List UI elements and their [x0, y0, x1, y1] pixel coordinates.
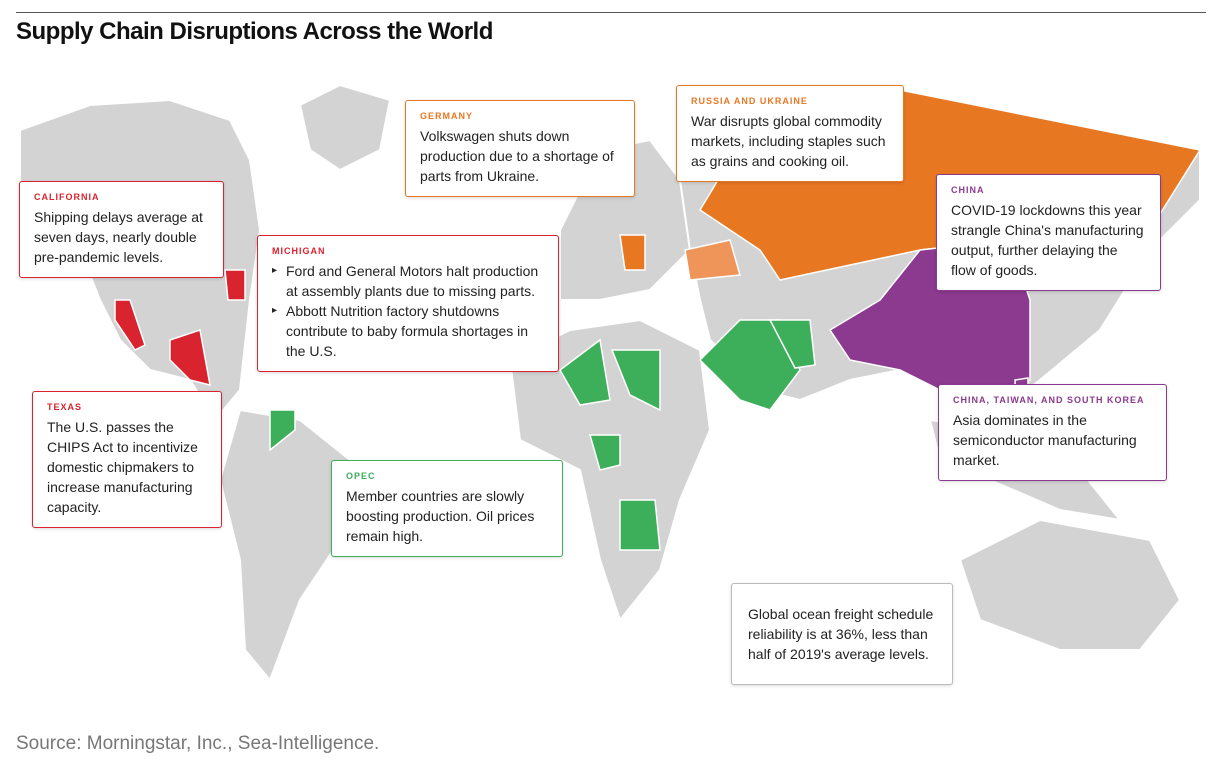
- callout: CHINA, TAIWAN, AND SOUTH KOREA Asia domin…: [938, 384, 1167, 481]
- callout-bullet: Abbott Nutrition factory shutdowns contr…: [272, 301, 544, 361]
- callout-text: Member countries are slowly boosting pro…: [346, 488, 535, 544]
- iran: [768, 319, 816, 369]
- nigeria: [589, 434, 621, 471]
- title: Supply Chain Disruptions Across the Worl…: [16, 18, 493, 45]
- callout-label: MICHIGAN: [272, 246, 326, 256]
- callout-text: Shipping delays average at seven days, n…: [34, 209, 203, 265]
- south-america: [218, 408, 352, 682]
- callout-label: GERMANY: [420, 111, 474, 121]
- gabon: [619, 499, 661, 551]
- australia: [958, 518, 1182, 651]
- callout: TEXAS The U.S. passes the CHIPS Act to in…: [32, 391, 222, 528]
- callout-text: Volkswagen shuts down production due to …: [420, 128, 614, 184]
- callout-label: CALIFORNIA: [34, 192, 100, 202]
- callout-text: COVID-19 lockdowns this year strangle Ch…: [951, 202, 1144, 278]
- callout-bullet: Ford and General Motors halt production …: [272, 261, 544, 301]
- callout-label: TEXAS: [47, 402, 83, 412]
- callout: GERMANY Volkswagen shuts down production …: [405, 100, 635, 197]
- callout: CHINA COVID-19 lockdowns this year strang…: [936, 174, 1161, 291]
- top-rule: [16, 12, 1206, 13]
- callout: RUSSIA AND UKRAINE War disrupts global co…: [676, 85, 904, 182]
- callout-label: CHINA: [951, 185, 985, 195]
- libya: [610, 349, 661, 412]
- callout-text: Global ocean freight schedule reliabilit…: [748, 606, 934, 662]
- california: [114, 299, 146, 351]
- callout: CALIFORNIA Shipping delays average at sev…: [19, 181, 224, 278]
- saudi-arabia: [698, 319, 801, 411]
- callout-text: The U.S. passes the CHIPS Act to incenti…: [47, 419, 198, 515]
- callout-label: OPEC: [346, 471, 376, 481]
- greenland: [298, 83, 392, 172]
- germany: [619, 234, 646, 271]
- ukraine: [684, 239, 741, 281]
- michigan: [224, 269, 246, 301]
- algeria: [559, 338, 611, 406]
- venezuela: [269, 409, 296, 452]
- callout-label: RUSSIA AND UKRAINE: [691, 96, 808, 106]
- callout-text: War disrupts global commodity markets, i…: [691, 113, 886, 169]
- source: Source: Morningstar, Inc., Sea-Intellige…: [16, 733, 380, 754]
- callout: OPEC Member countries are slowly boosting…: [331, 460, 563, 557]
- texas: [169, 329, 211, 387]
- callout-text: Asia dominates in the semiconductor manu…: [953, 412, 1137, 468]
- callout-label: CHINA, TAIWAN, AND SOUTH KOREA: [953, 395, 1145, 405]
- callout: MICHIGAN Ford and General Motors halt pro…: [257, 235, 559, 372]
- callout: Global ocean freight schedule reliabilit…: [731, 583, 953, 685]
